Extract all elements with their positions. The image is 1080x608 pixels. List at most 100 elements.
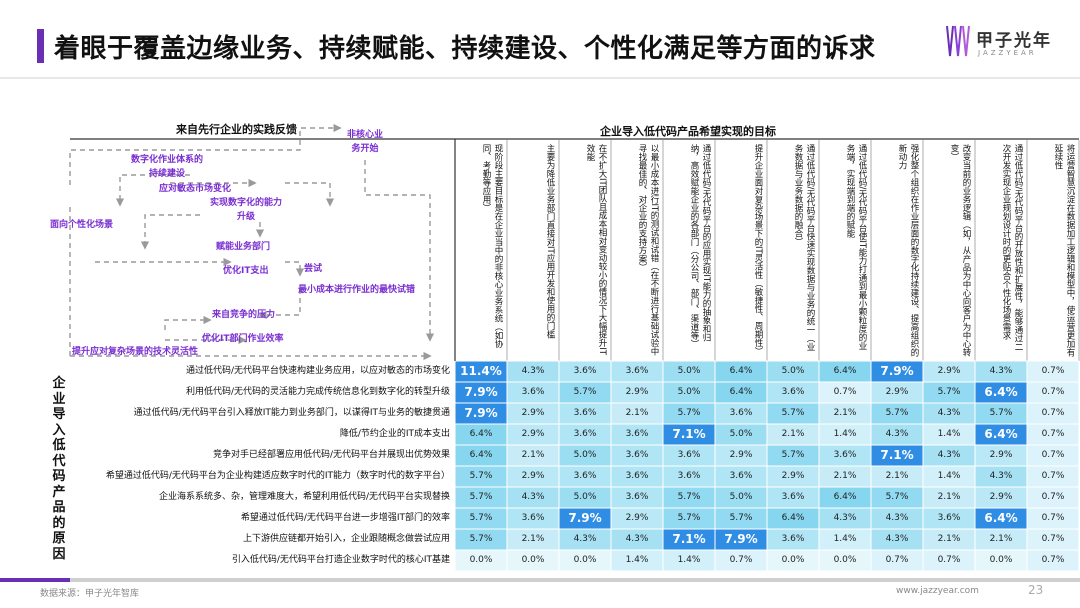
flow-arrow bbox=[140, 214, 200, 250]
row-label: 竞争对手已经部署应用低代码/无代码平台并展现出优势效果 bbox=[212, 450, 450, 460]
heatmap-cell bbox=[819, 361, 871, 382]
heatmap-value: 5.0% bbox=[677, 387, 701, 397]
heatmap-cell bbox=[715, 361, 767, 382]
heatmap-cell bbox=[559, 361, 611, 382]
heatmap-cell bbox=[455, 466, 507, 487]
heatmap-cell bbox=[1027, 424, 1079, 445]
flow-node-label: 非核心业 务开始 bbox=[347, 130, 384, 154]
heatmap-value: 2.9% bbox=[781, 471, 805, 481]
column-header: 主要为降低业务部门直接对IT应用开发和使用的门槛 bbox=[545, 144, 555, 339]
heatmap-cell bbox=[923, 529, 975, 550]
heatmap-value: 2.1% bbox=[521, 534, 545, 544]
brand-name: 甲子光年 bbox=[976, 31, 1052, 51]
heatmap-cell bbox=[923, 487, 975, 508]
flow-node-label: 提升应对复杂场景的技术灵活性 bbox=[72, 347, 199, 357]
heatmap-cell bbox=[715, 550, 767, 571]
heatmap-cell bbox=[455, 361, 507, 382]
heatmap-cell bbox=[611, 550, 663, 571]
heatmap-cell bbox=[663, 466, 715, 487]
heatmap-cell bbox=[663, 445, 715, 466]
heatmap-cell bbox=[455, 382, 507, 403]
heatmap-cell bbox=[975, 550, 1027, 571]
heatmap-cell bbox=[663, 382, 715, 403]
heatmap-value: 2.1% bbox=[833, 408, 857, 418]
heatmap-value: 2.9% bbox=[625, 513, 649, 523]
row-label: 降低/节约企业的IT成本支出 bbox=[339, 429, 450, 439]
heatmap-cell bbox=[507, 529, 559, 550]
heatmap-value: 5.7% bbox=[677, 408, 701, 418]
heatmap-value: 2.1% bbox=[885, 471, 909, 481]
heatmap-value: 7.1% bbox=[880, 448, 914, 462]
heatmap-value: 2.9% bbox=[521, 408, 545, 418]
heatmap-cell bbox=[923, 466, 975, 487]
heatmap-cell bbox=[455, 550, 507, 571]
heatmap-cell bbox=[507, 382, 559, 403]
heatmap-value: 0.7% bbox=[1041, 492, 1065, 502]
heatmap-cell bbox=[559, 508, 611, 529]
heatmap-value: 5.0% bbox=[781, 366, 805, 376]
flow-node-label: 来自竞争的压力 bbox=[212, 310, 276, 320]
column-header: 通过低代码/无代码平台的应用实现IT能力的抽象和归纳，高效赋能企业的各部门（分公… bbox=[689, 144, 711, 348]
heatmap-cell bbox=[507, 508, 559, 529]
heatmap-value: 4.3% bbox=[833, 513, 857, 523]
heatmap-value: 6.4% bbox=[833, 492, 857, 502]
heatmap-value: 0.7% bbox=[1041, 450, 1065, 460]
heatmap-value: 3.6% bbox=[781, 387, 805, 397]
heatmap-cell bbox=[923, 550, 975, 571]
heatmap-value: 5.7% bbox=[469, 534, 493, 544]
heatmap-cell bbox=[715, 424, 767, 445]
heatmap-cell bbox=[715, 403, 767, 424]
heatmap-value: 3.6% bbox=[625, 429, 649, 439]
heatmap-value: 3.6% bbox=[677, 471, 701, 481]
heatmap-cell bbox=[559, 550, 611, 571]
title-accent-bar bbox=[37, 29, 44, 63]
heatmap-cell bbox=[559, 445, 611, 466]
heatmap-cells bbox=[455, 361, 1079, 571]
heatmap-cell bbox=[819, 403, 871, 424]
heatmap-value: 3.6% bbox=[625, 471, 649, 481]
heatmap-value: 0.7% bbox=[885, 555, 909, 565]
heatmap-cell bbox=[767, 550, 819, 571]
heatmap-cell bbox=[611, 508, 663, 529]
heatmap-value: 1.4% bbox=[677, 555, 701, 565]
heatmap-cell bbox=[663, 529, 715, 550]
heatmap-cell bbox=[1027, 550, 1079, 571]
heatmap-cell bbox=[923, 361, 975, 382]
heatmap-cell bbox=[611, 487, 663, 508]
brand-logo-icon bbox=[946, 25, 970, 57]
heatmap-cell bbox=[507, 487, 559, 508]
heatmap-cell bbox=[507, 424, 559, 445]
page-number: 23 bbox=[1028, 583, 1044, 597]
flow-node-label: 尝试 bbox=[304, 264, 323, 274]
flow-node-label: 应对敏态市场变化 bbox=[159, 184, 232, 194]
heatmap-value: 7.1% bbox=[672, 532, 706, 546]
heatmap-value: 1.4% bbox=[833, 429, 857, 439]
heatmap-value: 5.7% bbox=[469, 492, 493, 502]
row-label: 希望通过低代码/无代码平台为企业构建适应数字时代的IT能力（数字时代的数字平台） bbox=[105, 471, 450, 481]
footer-url: www.jazzyear.com bbox=[896, 586, 979, 596]
heatmap-cell bbox=[923, 403, 975, 424]
heatmap-cell bbox=[767, 445, 819, 466]
heatmap-cell bbox=[819, 424, 871, 445]
heatmap-cell bbox=[871, 466, 923, 487]
heatmap-cell bbox=[975, 424, 1027, 445]
heatmap-cell bbox=[767, 424, 819, 445]
heatmap-cell bbox=[507, 466, 559, 487]
flow-arrow bbox=[285, 261, 305, 277]
heatmap-value: 5.7% bbox=[677, 513, 701, 523]
heatmap-cell bbox=[819, 508, 871, 529]
heatmap-value: 0.7% bbox=[1041, 429, 1065, 439]
heatmap-value: 7.9% bbox=[880, 364, 914, 378]
heatmap-value: 6.4% bbox=[729, 366, 753, 376]
heatmap-cell bbox=[1027, 382, 1079, 403]
heatmap-cell bbox=[715, 508, 767, 529]
heatmap-cell bbox=[1027, 529, 1079, 550]
heatmap-value: 1.4% bbox=[937, 429, 961, 439]
heatmap-cell bbox=[455, 424, 507, 445]
heatmap-cell bbox=[975, 529, 1027, 550]
heatmap-value: 6.4% bbox=[984, 427, 1018, 441]
flow-arrow bbox=[364, 160, 435, 342]
heatmap-value: 3.6% bbox=[625, 366, 649, 376]
row-label: 通过低代码/无代码平台引入释放IT能力到业务部门，以谋得IT与业务的敏捷贯通 bbox=[133, 408, 450, 418]
